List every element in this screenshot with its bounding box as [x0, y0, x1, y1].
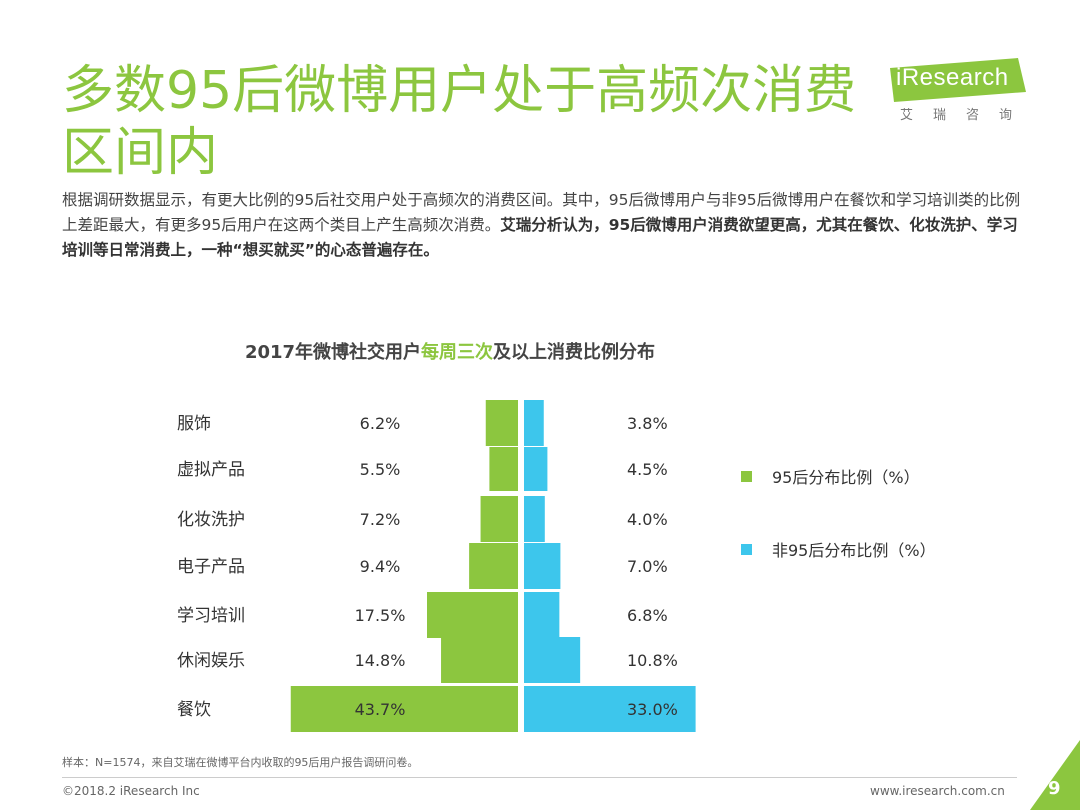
footer-divider — [62, 777, 1017, 778]
category-label: 虚拟产品 — [177, 460, 245, 480]
value-label-95: 7.2% — [360, 510, 401, 529]
bar-95 — [489, 447, 518, 491]
value-label-non95: 7.0% — [627, 557, 668, 576]
category-label: 餐饮 — [177, 700, 211, 720]
value-label-95: 5.5% — [360, 460, 401, 479]
slide-title: 多数95后微博用户处于高频次消费区间内 — [62, 61, 857, 183]
bar-non95 — [524, 592, 560, 638]
value-label-non95: 10.8% — [627, 651, 678, 670]
bar-95 — [469, 543, 518, 589]
footnote: 样本：N=1574，来自艾瑞在微博平台内收取的95后用户报告调研问卷。 — [62, 756, 419, 769]
value-label-non95: 6.8% — [627, 606, 668, 625]
category-label: 电子产品 — [177, 557, 245, 577]
legend-swatch-non95 — [741, 544, 752, 555]
category-label: 学习培训 — [177, 606, 245, 626]
value-label-non95: 4.0% — [627, 510, 668, 529]
bar-non95 — [524, 447, 548, 491]
category-label: 休闲娱乐 — [177, 651, 245, 671]
legend-label-95: 95后分布比例（%） — [772, 468, 920, 487]
bar-non95 — [524, 400, 544, 446]
value-label-95: 14.8% — [355, 651, 406, 670]
logo-banner-shape — [890, 58, 1026, 102]
legend-swatch-95 — [741, 471, 752, 482]
value-label-95: 43.7% — [355, 700, 406, 719]
logo-subtitle: 艾瑞咨询 — [900, 108, 1033, 123]
bar-95 — [485, 400, 518, 446]
iresearch-logo: iResearch 艾瑞咨询 — [890, 58, 1030, 128]
chart-title-part-1: 2017年微博社交用户 — [244, 342, 422, 363]
bar-95 — [480, 496, 518, 542]
bar-non95 — [524, 496, 545, 542]
description-text: 根据调研数据显示，有更大比例的95后社交用户处于高频次的消费区间。其中，95后微… — [62, 191, 1021, 234]
logo-wordmark: iResearch — [896, 64, 1009, 91]
value-label-95: 9.4% — [360, 557, 401, 576]
legend-label-non95: 非95后分布比例（%） — [772, 541, 936, 560]
value-label-95: 17.5% — [355, 606, 406, 625]
bar-95 — [441, 637, 518, 683]
category-label: 服饰 — [177, 414, 211, 434]
website-url: www.iresearch.com.cn — [870, 784, 1005, 798]
page-number: 9 — [1048, 778, 1061, 799]
bar-non95 — [524, 686, 696, 732]
value-label-non95: 4.5% — [627, 460, 668, 479]
value-label-95: 6.2% — [360, 414, 401, 433]
value-label-non95: 3.8% — [627, 414, 668, 433]
slide-description: 根据调研数据显示，有更大比例的95后社交用户处于高频次的消费区间。其中，95后微… — [62, 188, 1022, 263]
bar-95 — [427, 592, 518, 638]
bar-non95 — [524, 637, 581, 683]
bar-95 — [290, 686, 518, 732]
bar-non95 — [524, 543, 561, 589]
value-label-non95: 33.0% — [627, 700, 678, 719]
chart-title-highlight: 每周三次 — [421, 342, 494, 363]
chart-title-part-3: 及以上消费比例分布 — [493, 342, 656, 363]
category-label: 化妆洗护 — [177, 510, 245, 530]
description-bold-text: 艾瑞分析认为，95后微博用户消费欲望更高，尤其在餐饮、化妆洗护、学习培训等日常消… — [62, 216, 1018, 259]
corner-decoration — [1030, 740, 1080, 810]
copyright: ©2018.2 iResearch Inc — [62, 784, 200, 798]
chart-title: 2017年微博社交用户每周三次及以上消费比例分布 — [0, 338, 900, 364]
